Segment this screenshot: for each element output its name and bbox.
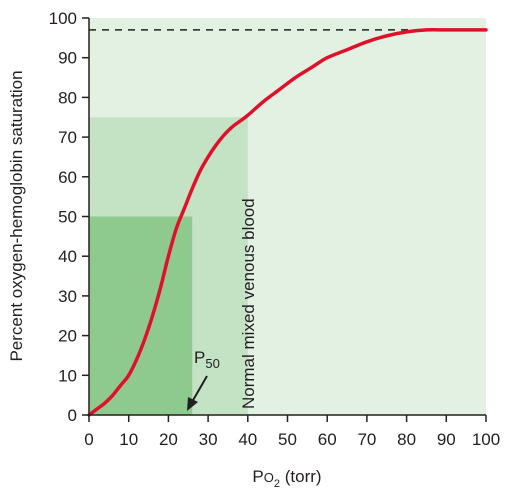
p50-label-sub: 50 [205, 356, 219, 371]
x-axis-label-sub: O [264, 470, 274, 485]
y-tick-label: 20 [58, 327, 77, 346]
x-tick-label: 40 [238, 430, 257, 449]
x-tick-label: 20 [159, 430, 178, 449]
x-tick-label: 60 [318, 430, 337, 449]
x-tick-label: 80 [397, 430, 416, 449]
x-tick-label: 0 [84, 430, 93, 449]
y-tick-label: 60 [58, 168, 77, 187]
y-tick-label: 50 [58, 208, 77, 227]
p50-label-main: P [194, 348, 205, 367]
x-tick-label: 10 [119, 430, 138, 449]
y-tick-label: 90 [58, 49, 77, 68]
x-axis-label-main: P [252, 467, 263, 486]
y-tick-label: 10 [58, 366, 77, 385]
y-tick-label: 80 [58, 88, 77, 107]
x-axis-label: PO2 (torr) [252, 467, 321, 490]
x-tick-label: 50 [278, 430, 297, 449]
x-tick-label: 30 [199, 430, 218, 449]
y-axis-label: Percent oxygen-hemoglobin saturation [7, 70, 26, 361]
y-tick-label: 70 [58, 128, 77, 147]
plot-area [89, 18, 486, 415]
y-tick-label: 40 [58, 247, 77, 266]
x-tick-label: 70 [357, 430, 376, 449]
y-tick-label: 0 [68, 406, 77, 425]
p50-region [89, 217, 192, 416]
x-tick-label: 100 [472, 430, 500, 449]
y-tick-label: 100 [49, 9, 77, 28]
x-axis-label-tail: (torr) [280, 467, 322, 486]
y-tick-label: 30 [58, 287, 77, 306]
x-tick-label: 90 [437, 430, 456, 449]
venous-blood-label: Normal mixed venous blood [239, 198, 258, 409]
